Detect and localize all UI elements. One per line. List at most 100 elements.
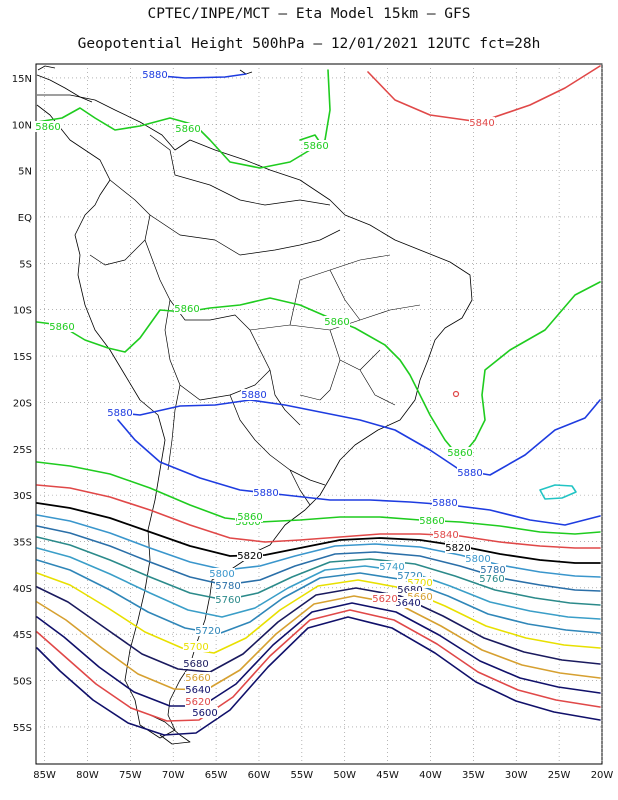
longitude-tick-label: 50W [333, 770, 356, 781]
contour-5620 [36, 609, 601, 722]
latitude-tick-label: 10N [12, 120, 32, 131]
contour-label: 5860 [174, 304, 199, 315]
contour-label-background [183, 641, 209, 652]
longitude-tick-label: 30W [505, 770, 528, 781]
contour-label: 5640 [395, 598, 420, 609]
contour-5840 [36, 484, 601, 549]
contour-label-background [457, 467, 483, 478]
height-contours [36, 65, 601, 736]
contour-label-background [107, 407, 133, 418]
latitude-tick-label: 45S [13, 630, 32, 641]
latitude-tick-label: 5N [18, 167, 32, 178]
contour-label: 5860 [49, 322, 74, 333]
contour-label: 5860 [175, 124, 200, 135]
contour-label: 5860 [35, 122, 60, 133]
contour-label: 5720 [195, 626, 220, 637]
longitude-tick-label: 20W [591, 770, 614, 781]
contour-label-background [215, 580, 241, 591]
contour-label: 5660 [185, 673, 210, 684]
contour-label: 5600 [192, 708, 217, 719]
longitude-tick-label: 45W [376, 770, 399, 781]
contour-label: 5820 [237, 551, 262, 562]
contour-label-background [253, 487, 279, 498]
contour-5860-mid [36, 281, 601, 459]
contour-label: 5780 [480, 565, 505, 576]
latitude-tick-label: EQ [18, 213, 32, 224]
contour-label: 5840 [433, 530, 458, 541]
contour-5800 [36, 514, 601, 578]
small-closed-contour [452, 390, 460, 398]
contour-5680 [36, 586, 601, 673]
contour-label: 5760 [215, 595, 240, 606]
contour-label: 5860 [235, 517, 260, 528]
contour-label-background [407, 591, 433, 602]
contour-label: 5820 [445, 543, 470, 554]
contour-label-background [372, 593, 398, 604]
contour-label: 5680 [397, 585, 422, 596]
lat-lon-grid [36, 64, 603, 764]
latitude-tick-label: 25S [13, 445, 32, 456]
map-title: CPTEC/INPE/MCT – Eta Model 15km – GFS [147, 6, 471, 22]
contour-label-background [215, 594, 241, 605]
closed-contour-cyan [539, 484, 577, 500]
contour-label: 5880 [457, 468, 482, 479]
longitude-tick-label: 40W [419, 770, 442, 781]
map-subtitle: Geopotential Height 500hPa – 12/01/2021 … [77, 36, 541, 52]
latitude-tick-label: 5S [19, 259, 32, 270]
contour-label-background [379, 561, 405, 572]
contour-5660 [36, 595, 601, 691]
contour-label: 5640 [185, 685, 210, 696]
latitude-tick-label: 50S [13, 677, 32, 688]
contour-label-background [49, 321, 75, 332]
contour-label-background [465, 553, 491, 564]
contour-label: 5700 [183, 642, 208, 653]
contour-label: 5700 [407, 578, 432, 589]
contour-label: 5720 [397, 571, 422, 582]
contour-5780 [36, 525, 601, 592]
longitude-tick-label: 25W [548, 770, 571, 781]
contour-label-background [433, 529, 459, 540]
longitude-tick-label: 75W [119, 770, 142, 781]
contour-label: 5760 [479, 574, 504, 585]
contour-label-background [185, 696, 211, 707]
contour-label-background [185, 672, 211, 683]
contour-label-background [241, 389, 267, 400]
contour-label: 5860 [324, 317, 349, 328]
contour-label: 5880 [107, 408, 132, 419]
longitude-tick-label: 70W [162, 770, 185, 781]
contour-label-background [303, 140, 329, 151]
latitude-tick-label: 55S [13, 723, 32, 734]
latitude-tick-label: 15S [13, 352, 32, 363]
contour-5700 [36, 572, 601, 654]
contour-label-background [183, 658, 209, 669]
contour-5640 [36, 602, 601, 707]
contour-label-background [407, 577, 433, 588]
contour-label-background [174, 303, 200, 314]
contour-label-background [397, 584, 423, 595]
contour-label-background [324, 316, 350, 327]
contour-label: 5860 [419, 516, 444, 527]
contour-5720 [36, 559, 601, 635]
contour-label: 5880 [241, 390, 266, 401]
contour-label-background [469, 117, 495, 128]
contour-label-background [209, 568, 235, 579]
contour-label-background [432, 497, 458, 508]
contour-label-background [397, 570, 423, 581]
contour-5880-mid [109, 399, 601, 476]
contour-label: 5740 [379, 562, 404, 573]
contour-label: 5620 [185, 697, 210, 708]
tierra-del-fuego [149, 714, 191, 745]
contour-label-background [142, 69, 168, 80]
latitude-tick-label: 10S [13, 306, 32, 317]
latitude-tick-label: 30S [13, 491, 32, 502]
contour-label-background [419, 515, 445, 526]
contour-label-background [395, 597, 421, 608]
latitude-tick-label: 40S [13, 584, 32, 595]
contour-label: 5620 [372, 594, 397, 605]
contour-label: 5880 [432, 498, 457, 509]
longitude-tick-label: 65W [205, 770, 228, 781]
country-borders [89, 134, 341, 506]
contour-label-background [237, 550, 263, 561]
longitude-tick-label: 80W [76, 770, 99, 781]
